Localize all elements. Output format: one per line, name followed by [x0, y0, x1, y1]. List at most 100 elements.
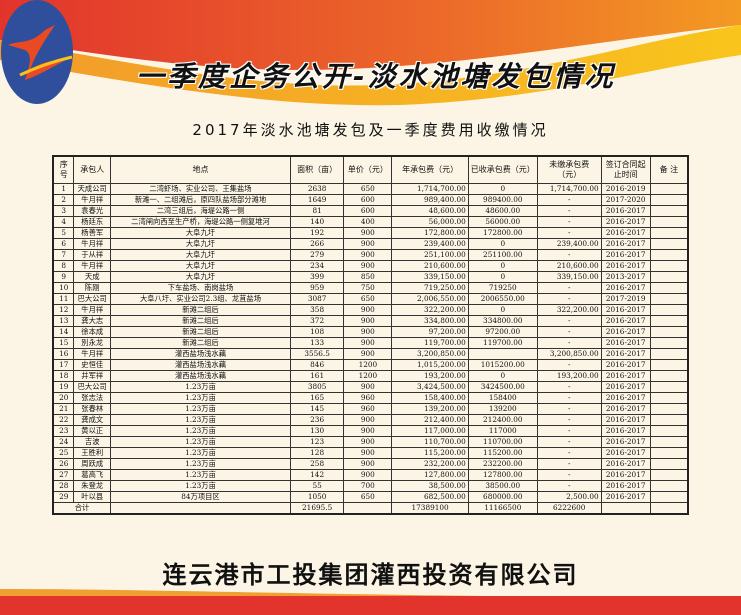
- cell-paid-fee: 1015200.00: [467, 358, 538, 371]
- cell-unpaid-fee: 210,600.00: [536, 259, 602, 272]
- cell-unpaid-fee: -: [536, 446, 602, 459]
- table-row: 22 龚成文 1.23万亩 236 900 212,400.00 212400.00-201…: [52, 413, 689, 426]
- cell-area: 192: [289, 226, 345, 239]
- cell-remark: [649, 413, 689, 426]
- cell-seq: 11: [52, 292, 75, 305]
- cell-unit-price: 650: [343, 292, 393, 305]
- banner-waves: [0, 0, 741, 150]
- cell-contract-term: 2016-2017: [600, 369, 651, 382]
- cell-area: 1050: [289, 490, 345, 503]
- cell-contract-term: 2016-2017: [600, 226, 651, 239]
- contract-table: 序号 承包人 地点 面积（亩） 单价（元） 年承包费（元） 已收承包费（元） 未缴承包费（元）…: [52, 155, 689, 515]
- cell-annual-fee: 989,400.00: [391, 193, 469, 206]
- cell-seq: 9: [52, 270, 75, 283]
- cell-annual-fee: 339,150.00: [391, 270, 469, 283]
- cell-remark: [649, 358, 689, 371]
- cell-paid-fee: 680000.00: [467, 490, 538, 503]
- cell-location: 1.23万亩: [110, 413, 291, 426]
- table-title: 2017年淡水池塘发包及一季度费用收缴情况: [192, 121, 549, 139]
- cell-contract-term: 2016-2017: [600, 303, 651, 316]
- cell-contract-term: 2017-2020: [600, 193, 651, 206]
- table-row: 21 张春林 1.23万亩 145 960 139,200.00 139200-2016-2…: [52, 402, 689, 415]
- cell-remark: [649, 347, 689, 360]
- cell-unpaid-fee: 193,200.00: [536, 369, 602, 382]
- column-header-contract-term: 签订合同起止时间: [600, 155, 651, 184]
- cell-area: 142: [289, 468, 345, 481]
- cell-area: 130: [289, 424, 345, 437]
- cell-location: 1.23万亩: [110, 446, 291, 459]
- cell-contractor: 于从祥: [73, 248, 112, 261]
- cell-remark: [649, 424, 689, 437]
- cell-seq: 3: [52, 204, 75, 217]
- cell-unit-price: 900: [343, 226, 393, 239]
- cell-paid-fee: 989400.00: [467, 193, 538, 206]
- table-row: 2 牛月祥 新滩一、二组滩后，原四队盐场部分滩地 1649 600 989,400.00 9…: [52, 193, 689, 206]
- cell-remark: [649, 446, 689, 459]
- column-header-remark: 备 注: [649, 155, 689, 184]
- cell-remark: [649, 369, 689, 382]
- cell-contract-term: 2016-2017: [600, 424, 651, 437]
- cell-paid-fee: 334800.00: [467, 314, 538, 327]
- cell-contractor: 叶以县: [73, 490, 112, 503]
- cell-area: 358: [289, 303, 345, 316]
- cell-seq: 4: [52, 215, 75, 228]
- cell-unpaid-fee: -: [536, 413, 602, 426]
- cell-unit-price: 900: [343, 248, 393, 261]
- table-row: 4 杨廷东 二湾闸向西至生产桥，海堤公路一侧复堆河 140 400 56,000.00 56…: [52, 215, 689, 228]
- cell-remark: [649, 248, 689, 261]
- cell-unit-price: 900: [343, 237, 393, 250]
- cell-seq: 10: [52, 281, 75, 294]
- cell-area: 81: [289, 204, 345, 217]
- cell-remark: [649, 391, 689, 404]
- table-row: 7 于从祥 大阜九圩 279 900 251,100.00 251100.00-2016-2…: [52, 248, 689, 261]
- cell-seq: 8: [52, 259, 75, 272]
- cell-contractor: 史恒佳: [73, 358, 112, 371]
- cell-paid-fee: 2006550.00: [467, 292, 538, 305]
- cell-remark: [649, 380, 689, 393]
- cell-area: 161: [289, 369, 345, 382]
- cell-unpaid-fee: -: [536, 248, 602, 261]
- cell-annual-fee: 239,400.00: [391, 237, 469, 250]
- cell-unit-price: 1200: [343, 358, 393, 371]
- cell-paid-fee: 117000: [467, 424, 538, 437]
- cell-location: 新滩二组后: [110, 303, 291, 316]
- cell-seq: 12: [52, 303, 75, 316]
- cell-unpaid-fee: 239,400.00: [536, 237, 602, 250]
- cell-unpaid-fee: -: [536, 292, 602, 305]
- cell-seq: 18: [52, 369, 75, 382]
- cell-contractor: 龚成文: [73, 413, 112, 426]
- column-header-unpaid-fee: 未缴承包费（元）: [536, 155, 602, 184]
- cell-contractor: 牛月祥: [73, 237, 112, 250]
- total-term: [600, 501, 651, 514]
- cell-contract-term: 2016-2017: [600, 314, 651, 327]
- table-row: 28 朱登龙 1.23万亩 55 700 38,500.00 38500.00-2016-2…: [52, 479, 689, 492]
- cell-contract-term: 2016-2017: [600, 479, 651, 492]
- cell-unit-price: 900: [343, 435, 393, 448]
- table-row: 23 黄以正 1.23万亩 130 900 117,000.00 117000-2016-2…: [52, 424, 689, 437]
- cell-location: 大阜九圩: [110, 248, 291, 261]
- cell-unit-price: 900: [343, 314, 393, 327]
- cell-contract-term: 2016-2017: [600, 490, 651, 503]
- page-title: 一季度企务公开-淡水池塘发包情况: [136, 60, 616, 93]
- cell-contract-term: 2016-2017: [600, 446, 651, 459]
- cell-unit-price: 900: [343, 259, 393, 272]
- cell-seq: 5: [52, 226, 75, 239]
- cell-paid-fee: 172800.00: [467, 226, 538, 239]
- total-annual-fee: 17389100: [391, 501, 469, 514]
- cell-seq: 13: [52, 314, 75, 327]
- table-row: 24 吉波 1.23万亩 123 900 110,700.00 110700.00-2016…: [52, 435, 689, 448]
- cell-area: 165: [289, 391, 345, 404]
- cell-contractor: 別永龙: [73, 336, 112, 349]
- cell-remark: [649, 204, 689, 217]
- cell-paid-fee: 0: [467, 237, 538, 250]
- table-row: 5 杨善军 大阜九圩 192 900 172,800.00 172800.00-2016-2…: [52, 226, 689, 239]
- cell-contractor: 巴大公司: [73, 292, 112, 305]
- cell-contract-term: 2016-2017: [600, 468, 651, 481]
- cell-location: 1.23万亩: [110, 402, 291, 415]
- cell-annual-fee: 682,500.00: [391, 490, 469, 503]
- cell-area: 145: [289, 402, 345, 415]
- cell-unpaid-fee: -: [536, 468, 602, 481]
- cell-unpaid-fee: 3,200,850.00: [536, 347, 602, 360]
- cell-contractor: 井军祥: [73, 369, 112, 382]
- cell-area: 128: [289, 446, 345, 459]
